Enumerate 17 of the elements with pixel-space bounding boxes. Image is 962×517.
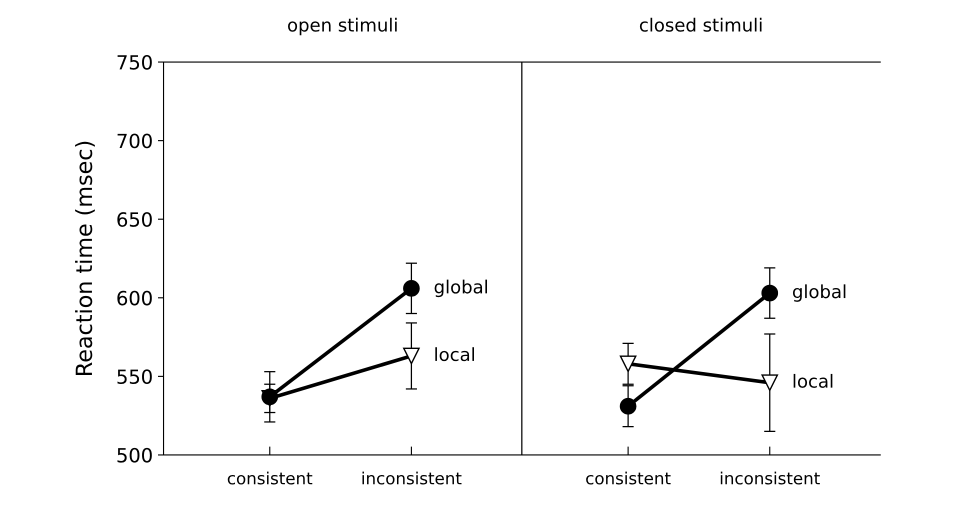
series-label: local [794, 374, 832, 388]
y-tick-label: 750 [118, 54, 152, 70]
y-tick-label: 650 [117, 212, 152, 227]
y-axis-title: Reaction time (msec) [75, 142, 95, 375]
series-label: local [435, 347, 474, 362]
y-tick-label: 600 [117, 290, 152, 306]
x-tick-label: inconsistent [720, 472, 820, 485]
x-tick-label: inconsistent [362, 472, 462, 485]
y-tick-label: 700 [118, 134, 152, 148]
y-tick-label: 550 [118, 369, 152, 384]
chart-title: open stimuli [288, 18, 397, 36]
series-label: global [434, 280, 487, 298]
y-tick-label: 500 [118, 448, 152, 463]
chart-title: closed stimuli [640, 18, 762, 32]
series-label: global [792, 284, 846, 302]
x-tick-label: consistent [228, 472, 312, 485]
x-tick-label: consistent [586, 472, 671, 485]
